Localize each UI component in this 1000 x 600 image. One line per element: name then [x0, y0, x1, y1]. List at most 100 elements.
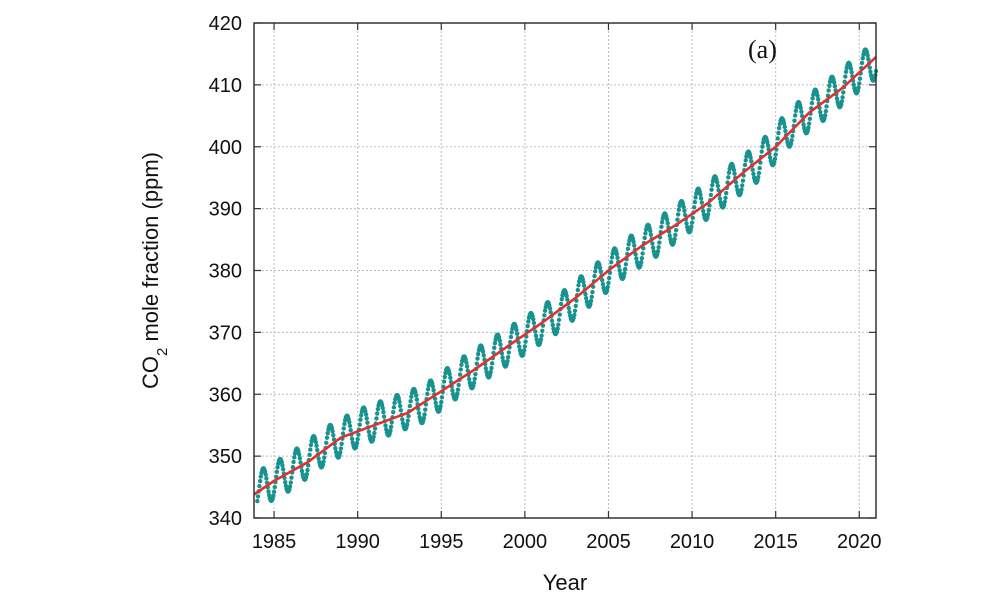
observation-point	[826, 88, 831, 93]
observation-point	[749, 159, 754, 164]
observation-point	[581, 279, 586, 285]
observation-point	[558, 301, 564, 307]
observation-point	[341, 426, 346, 431]
observation-point	[456, 382, 461, 388]
observation-point	[742, 162, 748, 168]
observation-point	[388, 424, 394, 430]
observation-point	[743, 158, 748, 163]
y-tick-label: 390	[209, 199, 242, 221]
observation-point	[488, 369, 493, 375]
observation-point	[297, 456, 303, 461]
observation-point	[338, 446, 344, 451]
observation-point	[363, 412, 369, 417]
observation-point	[723, 195, 728, 201]
observation-point	[641, 246, 646, 251]
observation-point	[397, 399, 402, 405]
observation-point	[748, 155, 753, 160]
observation-point	[691, 205, 697, 210]
observation-point	[760, 144, 765, 149]
observation-point	[540, 328, 545, 334]
observation-point	[383, 423, 388, 428]
observation-point	[549, 318, 555, 323]
observation-point	[606, 275, 612, 281]
observation-point	[698, 192, 703, 197]
observation-point	[575, 287, 581, 293]
observation-point	[789, 138, 794, 143]
observation-point	[556, 322, 561, 327]
observation-point	[322, 450, 328, 456]
observation-point	[299, 468, 305, 474]
observation-point	[505, 355, 511, 360]
observation-point	[280, 463, 285, 468]
observation-point	[472, 376, 477, 382]
observation-point	[657, 240, 662, 245]
observation-point	[331, 432, 336, 438]
observation-point	[492, 345, 497, 350]
observation-point	[815, 97, 821, 102]
observation-point	[643, 231, 648, 236]
observation-point	[782, 124, 787, 130]
observation-point	[509, 330, 514, 335]
observation-point	[441, 379, 447, 384]
observation-point	[505, 358, 510, 364]
observation-point	[287, 484, 293, 489]
observation-point	[573, 303, 578, 309]
observation-point	[375, 406, 381, 412]
observation-point	[313, 439, 319, 445]
observation-point	[374, 416, 379, 421]
observation-point	[856, 85, 861, 90]
observation-point	[659, 224, 664, 230]
observation-point	[316, 456, 321, 461]
observation-point	[292, 455, 297, 460]
observation-point	[757, 165, 762, 171]
observation-point	[810, 96, 815, 101]
observation-point	[354, 440, 360, 446]
observation-point	[834, 96, 840, 101]
observation-point	[672, 236, 677, 242]
observation-point	[581, 283, 587, 288]
observation-point	[474, 361, 479, 366]
observation-point	[557, 312, 562, 317]
observation-point	[865, 53, 870, 58]
observation-point	[758, 160, 763, 165]
observation-point	[832, 80, 837, 85]
observation-point	[508, 334, 514, 340]
observation-point	[849, 70, 854, 75]
series-layer	[253, 47, 879, 504]
observation-point	[701, 208, 706, 214]
observation-point	[659, 220, 665, 225]
observation-point	[609, 255, 615, 260]
observation-point	[483, 366, 489, 371]
observation-point	[848, 66, 854, 71]
y-tick-label: 400	[209, 137, 242, 159]
observation-point	[330, 429, 335, 434]
observation-point	[408, 398, 413, 404]
observation-point	[514, 327, 519, 333]
observation-point	[364, 416, 369, 421]
x-tick-label: 2020	[837, 531, 882, 553]
y-axis-title: CO2 mole fraction (ppm)	[138, 152, 171, 389]
observation-point	[715, 183, 721, 189]
observation-point	[257, 478, 263, 484]
observation-point	[357, 422, 362, 427]
observation-point	[298, 460, 303, 465]
observation-point	[614, 251, 620, 257]
observation-point	[583, 295, 589, 301]
observation-point	[634, 256, 639, 261]
observation-point	[526, 319, 531, 324]
observation-point	[689, 220, 695, 225]
observation-point	[447, 371, 452, 377]
observation-point	[457, 372, 463, 377]
observation-point	[806, 121, 812, 126]
observation-point	[333, 446, 338, 451]
observation-point	[305, 467, 310, 473]
observation-point	[517, 344, 522, 349]
observation-point	[593, 269, 598, 274]
observation-point	[555, 326, 560, 331]
x-tick-label: 1985	[252, 531, 297, 553]
observation-point	[867, 65, 872, 70]
ticks: 1985 1990 1995 2000 2005 2010 2015 2020 340 350 36…	[209, 13, 882, 553]
observation-point	[615, 255, 620, 261]
observation-point	[798, 105, 803, 111]
